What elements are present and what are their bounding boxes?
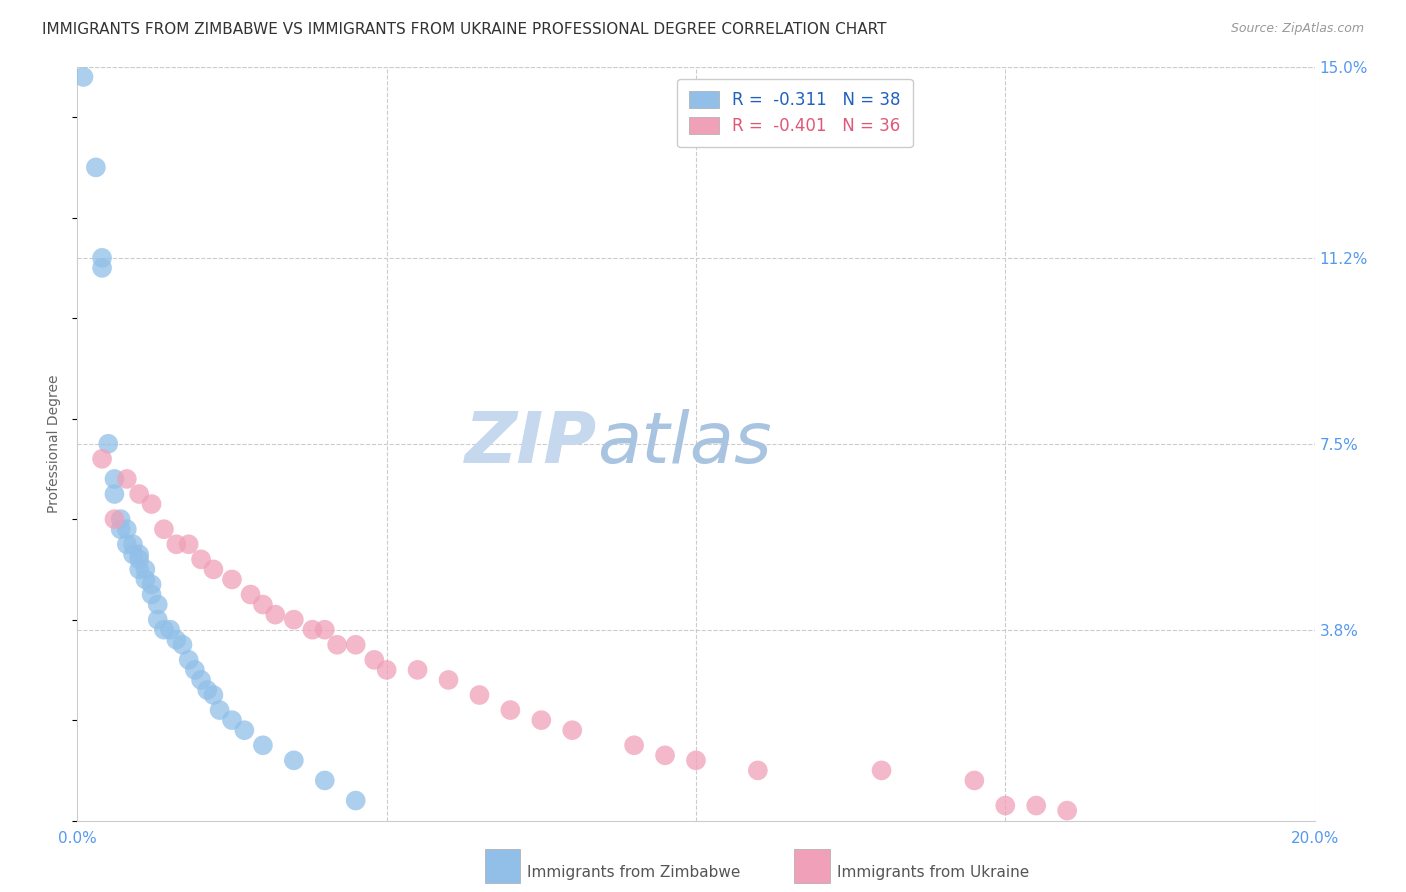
Point bbox=[344, 793, 367, 807]
Point bbox=[177, 537, 200, 551]
Point bbox=[153, 623, 176, 637]
Text: ZIP: ZIP bbox=[465, 409, 598, 478]
Legend: R =  -0.311   N = 38, R =  -0.401   N = 36: R = -0.311 N = 38, R = -0.401 N = 36 bbox=[678, 79, 912, 147]
Point bbox=[153, 522, 176, 536]
Point bbox=[314, 773, 336, 788]
Text: IMMIGRANTS FROM ZIMBABWE VS IMMIGRANTS FROM UKRAINE PROFESSIONAL DEGREE CORRELAT: IMMIGRANTS FROM ZIMBABWE VS IMMIGRANTS F… bbox=[42, 22, 887, 37]
Point bbox=[128, 552, 150, 566]
Point bbox=[233, 723, 256, 738]
Point bbox=[994, 798, 1017, 813]
Point bbox=[134, 573, 156, 587]
Point bbox=[110, 512, 132, 526]
Point bbox=[103, 512, 125, 526]
Point bbox=[91, 251, 114, 265]
Point bbox=[499, 703, 522, 717]
Point bbox=[654, 748, 676, 763]
Point bbox=[326, 638, 349, 652]
Point bbox=[141, 588, 163, 602]
Point bbox=[375, 663, 398, 677]
Point bbox=[623, 739, 645, 753]
Point bbox=[115, 472, 138, 486]
Point bbox=[122, 537, 145, 551]
Point bbox=[221, 573, 243, 587]
Y-axis label: Professional Degree: Professional Degree bbox=[48, 375, 62, 513]
Point bbox=[870, 764, 893, 778]
Point bbox=[190, 673, 212, 687]
Point bbox=[283, 613, 305, 627]
Point bbox=[159, 623, 181, 637]
Point bbox=[963, 773, 986, 788]
Point bbox=[221, 713, 243, 727]
Point bbox=[122, 547, 145, 561]
Point bbox=[165, 632, 187, 647]
Point bbox=[128, 562, 150, 576]
Point bbox=[468, 688, 491, 702]
Point bbox=[208, 703, 231, 717]
Point bbox=[747, 764, 769, 778]
Point bbox=[301, 623, 323, 637]
Point bbox=[1056, 804, 1078, 818]
Point bbox=[344, 638, 367, 652]
Point bbox=[437, 673, 460, 687]
Point bbox=[172, 638, 194, 652]
Point bbox=[314, 623, 336, 637]
Point bbox=[561, 723, 583, 738]
Text: Source: ZipAtlas.com: Source: ZipAtlas.com bbox=[1230, 22, 1364, 36]
Point bbox=[84, 161, 107, 175]
Point bbox=[363, 653, 385, 667]
Point bbox=[406, 663, 429, 677]
Point bbox=[97, 437, 120, 451]
Point bbox=[134, 562, 156, 576]
Text: Immigrants from Ukraine: Immigrants from Ukraine bbox=[837, 865, 1029, 880]
Point bbox=[141, 577, 163, 591]
Point bbox=[103, 487, 125, 501]
Point bbox=[128, 547, 150, 561]
Point bbox=[685, 753, 707, 767]
Point bbox=[128, 487, 150, 501]
Point bbox=[110, 522, 132, 536]
Point bbox=[91, 451, 114, 466]
Point bbox=[165, 537, 187, 551]
Point bbox=[202, 688, 225, 702]
Point bbox=[195, 683, 218, 698]
Point bbox=[239, 588, 262, 602]
Point bbox=[177, 653, 200, 667]
Text: Immigrants from Zimbabwe: Immigrants from Zimbabwe bbox=[527, 865, 741, 880]
Point bbox=[115, 537, 138, 551]
Point bbox=[252, 598, 274, 612]
Point bbox=[283, 753, 305, 767]
Point bbox=[530, 713, 553, 727]
Point bbox=[115, 522, 138, 536]
Point bbox=[141, 497, 163, 511]
Point bbox=[91, 260, 114, 275]
Point bbox=[1025, 798, 1047, 813]
Point bbox=[146, 613, 169, 627]
Point bbox=[264, 607, 287, 622]
Point bbox=[190, 552, 212, 566]
Point bbox=[146, 598, 169, 612]
Point bbox=[72, 70, 94, 84]
Point bbox=[252, 739, 274, 753]
Point bbox=[103, 472, 125, 486]
Text: atlas: atlas bbox=[598, 409, 772, 478]
Point bbox=[202, 562, 225, 576]
Point bbox=[184, 663, 207, 677]
